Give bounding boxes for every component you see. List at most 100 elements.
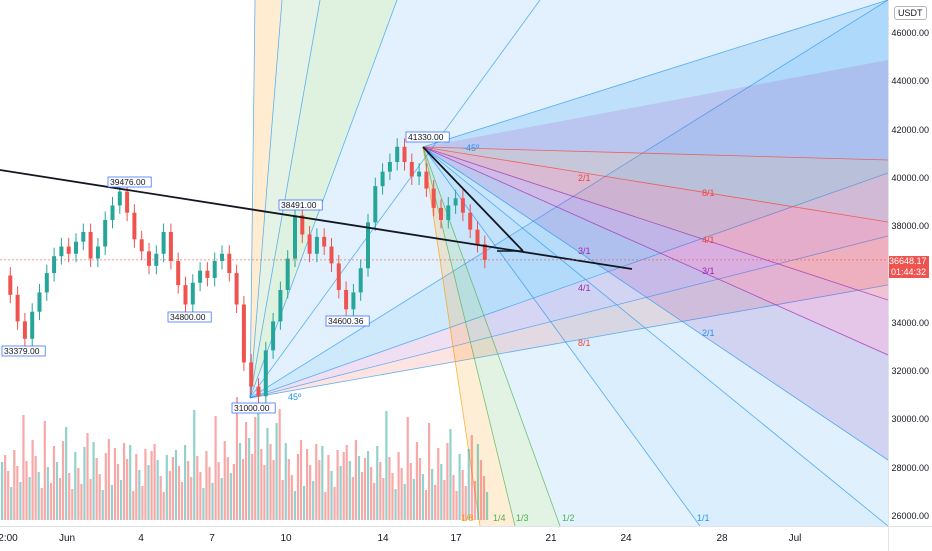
volume-bar (184, 445, 187, 520)
price-label: 31000.00 (231, 402, 276, 414)
volume-bar (177, 466, 181, 520)
volume-bar (16, 466, 19, 520)
currency-label[interactable]: USDT (894, 6, 927, 20)
volume-bar (318, 460, 321, 520)
candle-body (329, 246, 334, 264)
volume-bar (461, 470, 464, 520)
time-tick: 14 (377, 533, 389, 544)
volume-bar (83, 447, 86, 520)
volume-bar (196, 456, 199, 520)
volume-bar (330, 471, 333, 520)
fan-ratio-label: 1/4 (493, 513, 506, 523)
candle-body (103, 219, 108, 247)
volume-bar (260, 449, 263, 520)
volume-bar (232, 464, 235, 520)
volume-bar (190, 477, 193, 520)
fan-line (249, 172, 888, 399)
candle-body (95, 246, 100, 259)
volume-bar (208, 467, 211, 520)
fan-ratio-label: 4/1 (702, 235, 715, 245)
volume-bar (421, 474, 425, 520)
volume-bar (437, 448, 440, 520)
candle-body (307, 234, 312, 254)
volume-bar (235, 397, 239, 520)
volume-bar (360, 472, 364, 520)
candle-body (22, 321, 27, 339)
volume-bar (446, 443, 449, 520)
volume-bar (415, 442, 418, 520)
volume-bar (257, 403, 260, 520)
fan-ratio-label: 1/8 (461, 513, 474, 523)
candle-body (30, 311, 35, 339)
volume-bar (409, 463, 412, 520)
candle-body (344, 289, 349, 310)
candle-body (366, 222, 370, 269)
volume-bar (174, 450, 178, 520)
candle-body (15, 294, 20, 322)
volume-bar (309, 465, 312, 520)
candle-body (475, 229, 480, 245)
volume-bar (251, 454, 254, 520)
volume-bar (263, 465, 266, 520)
candle-body (431, 188, 436, 208)
volume-bar (290, 475, 293, 520)
countdown-timer: 01:44:32 (890, 267, 926, 277)
price-label-text: 34600.36 (328, 316, 364, 326)
candle-body (482, 244, 487, 260)
fan-zone (423, 0, 888, 222)
price-label-box (107, 176, 152, 188)
volume-bar (272, 460, 275, 520)
price-label-text: 34800.00 (170, 312, 206, 322)
price-chart[interactable]: 39476.00 38491.00 34800.00 33379.00 31000.00… (0, 0, 888, 526)
volume-bar (187, 461, 190, 520)
volume-bar (165, 455, 168, 520)
fan-line (249, 0, 321, 399)
volume-bar (400, 468, 403, 520)
price-label: 39476.00 (107, 176, 152, 188)
candle-body (460, 198, 465, 213)
fan-ratio-label: 8/1 (578, 338, 591, 348)
volume-bar (321, 446, 324, 520)
candle-body (285, 258, 290, 290)
volume-bar (34, 456, 37, 520)
volume-bar (138, 470, 141, 520)
volume-bar (214, 416, 217, 520)
volume-bar (40, 488, 43, 520)
candle-body (322, 236, 327, 247)
fan-line (249, 0, 283, 399)
price-label-text: 33379.00 (4, 346, 40, 356)
volume-bar (19, 482, 22, 520)
volume-bar (77, 468, 80, 520)
trendline (0, 169, 633, 270)
volume-bar (7, 471, 10, 520)
volume-bar (394, 489, 397, 520)
fan-line (249, 0, 541, 399)
scale-corner (888, 526, 932, 551)
fan-ratio-label: 1/2 (562, 513, 575, 523)
volume-bar (150, 451, 153, 520)
volume-bar (269, 444, 272, 520)
chart-pane[interactable]: 39476.00 38491.00 34800.00 33379.00 31000.00… (0, 0, 888, 526)
candle-body (278, 289, 283, 322)
volume-bar (89, 479, 92, 520)
candle-body (110, 205, 115, 220)
volume-bar (363, 458, 367, 520)
volume-bar (336, 450, 339, 520)
last-price-value: 36648.17 (889, 256, 927, 266)
candle-body (44, 273, 49, 293)
volume-bar (226, 457, 229, 520)
time-tick: 28 (716, 533, 728, 544)
volume-bar (162, 492, 165, 520)
gann-fan-lower (249, 0, 888, 399)
volume-bar (95, 458, 98, 520)
candle-body (271, 321, 276, 351)
time-tick: 17 (450, 533, 462, 544)
price-label-text: 39476.00 (110, 177, 146, 187)
price-label-box (167, 311, 212, 323)
time-scale[interactable]: 2:00 Jun 4 7 10 14 17 21 24 28 Jul (0, 526, 888, 551)
volume-bar (141, 486, 144, 520)
fan-ratio-label: 1/1 (697, 513, 710, 523)
volume-bar (25, 461, 28, 520)
fan-ratio-label: 2/1 (578, 173, 591, 183)
candle-body (468, 212, 473, 230)
